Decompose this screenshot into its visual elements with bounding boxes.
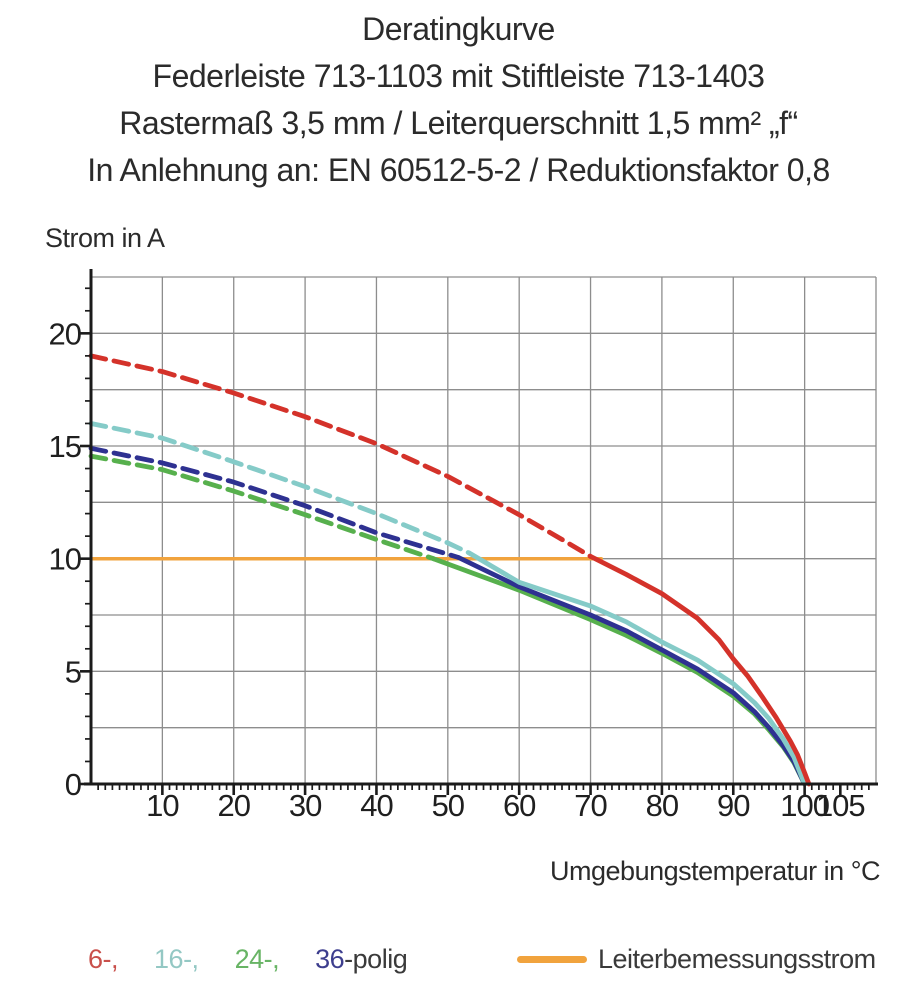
legend-polig-suffix: -polig [344,944,408,974]
chart-subtitle-3: In Anlehnung an: EN 60512-5-2 / Reduktio… [87,152,830,188]
x-tick-label-70: 70 [574,788,607,823]
series-6-polig [88,353,812,787]
legend-16-polig: 16-, [154,944,199,974]
chart-subtitle-1: Federleiste 713-1103 mit Stiftleiste 713… [152,58,765,94]
y-tick-label-10: 10 [49,542,82,577]
legend-24-polig: 24-, [234,944,280,974]
series-16-polig [88,421,807,787]
x-tick-label-60: 60 [503,788,536,823]
series-36-polig [88,445,807,787]
x-tick-label-40: 40 [360,788,393,823]
x-tick-label-50: 50 [432,788,465,823]
x-tick-label-80: 80 [646,788,679,823]
x-tick-label-100: 100 [780,788,829,823]
x-axis-title: Umgebungstemperatur in °C [550,856,880,886]
legend-6-polig: 6-, [88,944,119,974]
x-tick-label-10: 10 [146,788,179,823]
legend-36-polig-group: 36-polig [315,944,408,974]
chart-title: Deratingkurve [362,11,555,47]
legend-36-polig: 36 [315,944,345,974]
x-tick-label-90: 90 [717,788,750,823]
legend-poles: 6-, 16-, 24-, 36-polig [88,944,408,975]
chart-subtitle-2: Rastermaß 3,5 mm / Leiterquerschnitt 1,5… [119,105,798,141]
limit-line-swatch [517,956,587,963]
y-tick-label-15: 15 [49,429,81,464]
grid [91,276,877,784]
limit-line-label: Leiterbemessungsstrom [598,944,876,974]
chart-header: Deratingkurve Federleiste 713-1103 mit S… [0,6,917,194]
tick-marks [80,287,870,795]
x-tick-label-20: 20 [217,788,250,823]
y-tick-label-5: 5 [65,654,81,689]
legend-limit: Leiterbemessungsstrom [517,944,876,975]
y-axis-title: Strom in A [45,223,165,253]
y-tick-label-0: 0 [65,767,82,802]
x-tick-label-105: 105 [816,788,865,823]
y-tick-label-20: 20 [49,316,82,351]
x-tick-label-30: 30 [289,788,322,823]
